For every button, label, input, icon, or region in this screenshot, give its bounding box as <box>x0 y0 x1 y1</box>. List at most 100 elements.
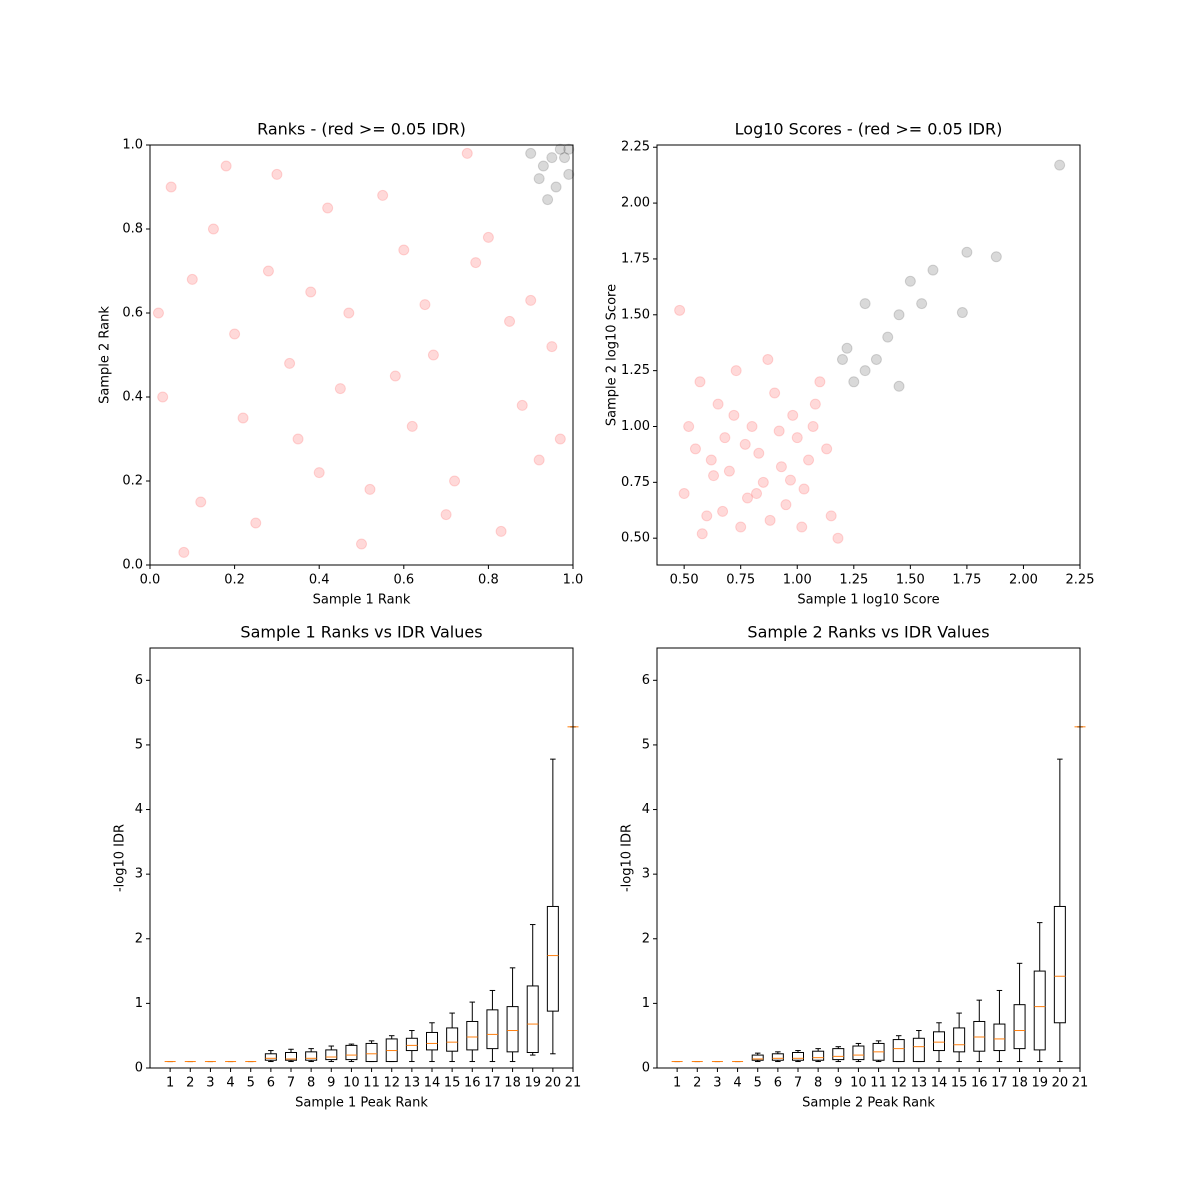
point <box>775 461 787 473</box>
y-axis-label: -log10 IDR <box>620 824 635 892</box>
point <box>746 420 758 432</box>
x-tick-label: 11 <box>363 1076 380 1091</box>
x-tick-label: 2.00 <box>1009 573 1038 588</box>
point <box>470 257 482 269</box>
point <box>719 432 731 444</box>
x-tick-label: 18 <box>504 1076 521 1091</box>
point <box>237 412 249 424</box>
x-axis-label: Sample 1 log10 Score <box>797 593 939 608</box>
chart-title: Log10 Scores - (red >= 0.05 IDR) <box>735 120 1003 139</box>
y-tick-label: 2.00 <box>621 196 650 211</box>
x-tick-label: 15 <box>951 1076 968 1091</box>
point <box>961 246 973 258</box>
point <box>728 409 740 421</box>
x-tick-label: 7 <box>287 1076 295 1091</box>
y-tick-label: 0.50 <box>621 531 650 546</box>
x-tick-label: 17 <box>484 1076 501 1091</box>
y-axis-label: Sample 2 Rank <box>98 306 113 404</box>
point <box>195 496 207 508</box>
box <box>365 1042 378 1063</box>
point <box>825 510 837 522</box>
point <box>398 244 410 256</box>
point <box>495 525 507 537</box>
y-axis-label: Sample 2 log10 Score <box>605 284 620 426</box>
axes-frame <box>656 144 1081 566</box>
point <box>305 286 317 298</box>
x-tick-label: 21 <box>565 1076 582 1091</box>
point <box>927 264 939 276</box>
x-tick-label: 11 <box>870 1076 887 1091</box>
y-tick-label: 5 <box>642 737 650 752</box>
box <box>546 905 559 1012</box>
point <box>533 454 545 466</box>
point <box>870 353 882 365</box>
box <box>285 1051 297 1061</box>
y-tick-label: 1.0 <box>122 138 143 153</box>
x-tick-label: 19 <box>1031 1076 1048 1091</box>
point <box>504 315 516 327</box>
box <box>446 1027 459 1052</box>
point <box>796 521 808 533</box>
point <box>284 357 296 369</box>
point <box>537 160 549 172</box>
y-tick-label: 4 <box>642 802 650 817</box>
x-tick-label: 1 <box>673 1076 681 1091</box>
box <box>345 1044 358 1061</box>
point <box>764 514 776 526</box>
x-tick-label: 1.0 <box>563 573 584 588</box>
x-tick-label: 15 <box>444 1076 461 1091</box>
x-tick-label: 7 <box>794 1076 802 1091</box>
point <box>787 409 799 421</box>
y-tick-label: 0.75 <box>621 475 650 490</box>
point <box>313 467 325 479</box>
point <box>694 376 706 388</box>
point <box>904 275 916 287</box>
x-tick-label: 1.25 <box>839 573 868 588</box>
y-tick-label: 0.4 <box>122 390 143 405</box>
x-tick-label: 14 <box>424 1076 441 1091</box>
box <box>812 1050 825 1061</box>
point <box>751 488 763 500</box>
x-axis-label: Sample 1 Rank <box>313 593 411 608</box>
point <box>730 365 742 377</box>
point <box>916 298 928 310</box>
x-tick-label: 0.75 <box>726 573 755 588</box>
x-tick-label: 0.50 <box>670 573 699 588</box>
box <box>506 1006 519 1053</box>
axes-frame <box>149 144 574 566</box>
point <box>533 173 545 185</box>
point <box>356 538 367 550</box>
x-tick-label: 14 <box>931 1076 948 1091</box>
y-tick-label: 1 <box>135 996 143 1011</box>
box <box>526 985 539 1053</box>
point <box>364 483 376 495</box>
x-tick-label: 8 <box>307 1076 315 1091</box>
box <box>305 1051 318 1061</box>
x-tick-label: 9 <box>834 1076 842 1091</box>
box <box>325 1049 338 1061</box>
x-tick-label: 20 <box>545 1076 562 1091</box>
point <box>1054 159 1066 171</box>
x-tick-label: 12 <box>383 1076 400 1091</box>
y-tick-label: 0.6 <box>122 306 143 321</box>
panel: Log10 Scores - (red >= 0.05 IDR) Sample 1… <box>605 120 1095 608</box>
point <box>229 328 241 340</box>
point <box>546 341 558 353</box>
x-tick-label: 0.8 <box>478 573 499 588</box>
box <box>751 1054 764 1061</box>
y-tick-label: 0 <box>135 1061 143 1076</box>
point <box>859 298 871 310</box>
y-tick-label: 0.8 <box>122 222 143 237</box>
point <box>807 420 819 432</box>
x-tick-label: 10 <box>343 1076 360 1091</box>
point <box>152 307 164 319</box>
point <box>262 265 274 277</box>
y-tick-label: 1.25 <box>621 363 650 378</box>
box <box>852 1045 865 1061</box>
x-tick-label: 1.00 <box>783 573 812 588</box>
point <box>157 391 169 403</box>
box <box>792 1051 804 1061</box>
point <box>882 331 894 343</box>
point <box>440 509 452 521</box>
